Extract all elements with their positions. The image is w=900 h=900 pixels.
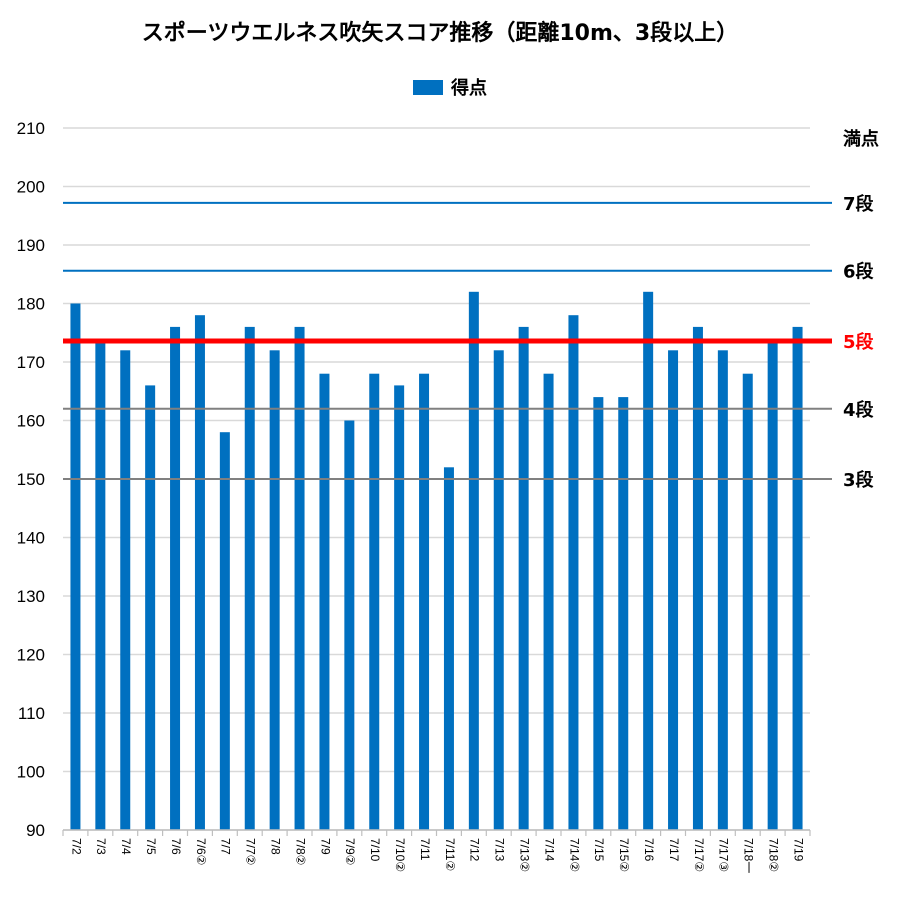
x-tick-label: 7/17	[667, 838, 681, 862]
gridlines	[63, 127, 810, 831]
x-tick-label: 7/2	[69, 838, 83, 855]
y-tick-label: 120	[17, 646, 45, 665]
x-tick-label: 7/8	[268, 838, 282, 855]
y-tick-label: 90	[26, 821, 45, 840]
bar	[219, 432, 230, 830]
x-tick-label: 7/6②	[194, 838, 208, 865]
bar	[767, 338, 778, 830]
x-tick-label: 7/17②	[692, 838, 706, 872]
bar	[792, 326, 803, 830]
bar	[543, 373, 554, 830]
x-tick-label: 7/15	[592, 838, 606, 862]
bar	[244, 326, 255, 830]
bars	[70, 291, 803, 830]
reference-line-label: 満点	[843, 128, 879, 150]
y-tick-label: 130	[17, 587, 45, 606]
x-axis: 7/2 7/3 7/4 7/5 7/6 7/6② 7/7 7/7② 7/8 7/8② 7/9 7/9②…	[62, 829, 811, 873]
bar	[145, 385, 156, 830]
bar	[95, 338, 106, 830]
x-tick-label: 7/4	[119, 838, 133, 855]
bar	[518, 326, 529, 830]
bar	[618, 397, 629, 830]
bar	[568, 315, 579, 830]
reference-lines: 満点 7段 6段 5段 4段 3段	[63, 128, 879, 491]
x-tick-label: 7/10	[368, 838, 382, 862]
x-tick-label: 7/10②	[393, 838, 407, 872]
legend-label: 得点	[450, 77, 487, 99]
reference-line-label: 6段	[843, 261, 875, 283]
y-tick-label: 100	[17, 763, 45, 782]
x-tick-label: 7/8②	[293, 838, 307, 865]
x-tick-label: 7/6	[169, 838, 183, 855]
x-tick-label: 7/7	[219, 838, 233, 855]
y-tick-label: 160	[17, 412, 45, 431]
bar	[692, 326, 703, 830]
bar	[717, 350, 728, 830]
bar	[70, 303, 81, 830]
bar	[194, 315, 205, 830]
bar	[742, 373, 753, 830]
bar	[443, 467, 454, 830]
y-tick-label: 150	[17, 470, 45, 489]
bar	[344, 420, 355, 830]
bar	[120, 350, 131, 830]
x-tick-label: 7/18一	[742, 838, 756, 873]
bar	[593, 397, 604, 830]
bar	[493, 350, 504, 830]
x-tick-label: 7/5	[144, 838, 158, 855]
x-tick-label: 7/3	[94, 838, 108, 855]
reference-line-label: 7段	[843, 193, 875, 215]
bar	[419, 373, 430, 830]
bar	[369, 373, 380, 830]
bar	[668, 350, 679, 830]
y-tick-label: 140	[17, 529, 45, 548]
bar	[170, 326, 181, 830]
x-tick-label: 7/17③	[717, 838, 731, 872]
x-tick-label: 7/12	[468, 838, 482, 862]
reference-line-label: 5段	[843, 331, 875, 353]
x-tick-label: 7/14②	[567, 838, 581, 872]
y-tick-label: 170	[17, 353, 45, 372]
bar	[294, 326, 305, 830]
y-tick-label: 190	[17, 236, 45, 255]
bar	[269, 350, 280, 830]
x-tick-label: 7/13②	[517, 838, 531, 872]
x-tick-label: 7/18②	[766, 838, 780, 872]
x-tick-label: 7/15②	[617, 838, 631, 872]
x-tick-label: 7/11②	[443, 838, 457, 871]
legend-swatch	[413, 80, 443, 95]
reference-line-label: 3段	[843, 469, 875, 491]
y-tick-label: 180	[17, 295, 45, 314]
y-tick-label: 210	[17, 119, 45, 138]
y-axis: 90 100 110 120 130 140 150 160 170 180 190 200 210	[17, 119, 45, 840]
x-tick-label: 7/19	[791, 838, 805, 862]
y-tick-label: 110	[18, 704, 45, 723]
bar	[468, 291, 479, 830]
x-tick-label: 7/9	[318, 838, 332, 855]
x-tick-label: 7/13	[493, 838, 507, 862]
bar	[394, 385, 405, 830]
x-tick-label: 7/9②	[343, 838, 357, 865]
bar	[643, 291, 654, 830]
chart-title: スポーツウエルネス吹矢スコア推移（距離10m、3段以上）	[142, 20, 738, 46]
y-tick-label: 200	[17, 178, 45, 197]
x-tick-label: 7/7②	[244, 838, 258, 865]
reference-line-label: 4段	[843, 399, 875, 421]
x-tick-label: 7/14	[542, 838, 556, 862]
x-tick-label: 7/11	[418, 838, 432, 861]
x-tick-label: 7/16	[642, 838, 656, 862]
bar	[319, 373, 330, 830]
